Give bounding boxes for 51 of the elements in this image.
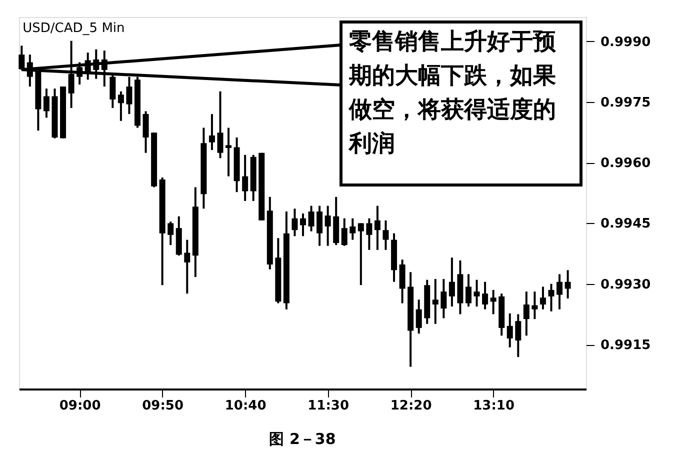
y-tick-label: 0.9960 bbox=[600, 156, 651, 172]
candlestick bbox=[374, 204, 380, 251]
candlestick bbox=[523, 290, 530, 337]
candlestick bbox=[118, 90, 124, 122]
candlestick bbox=[308, 204, 314, 232]
candlestick bbox=[532, 290, 538, 320]
annotation: 零售销售上升好于预期的大幅下跌，如果做空，将获得适度的利润 bbox=[348, 29, 556, 157]
candlestick bbox=[466, 273, 472, 308]
x-tick-label: 10:40 bbox=[224, 398, 266, 414]
candlestick bbox=[292, 208, 298, 238]
candlestick bbox=[448, 256, 455, 308]
candlestick bbox=[300, 212, 306, 238]
candlestick bbox=[341, 217, 348, 247]
y-tick-label: 0.9945 bbox=[600, 216, 651, 232]
candlestick bbox=[324, 204, 331, 247]
y-tick-label: 0.9990 bbox=[600, 34, 651, 50]
candlestick bbox=[506, 312, 513, 348]
candlestick bbox=[43, 88, 50, 119]
y-tick-label: 0.9975 bbox=[600, 95, 651, 110]
candlestick bbox=[416, 298, 422, 335]
candlestick bbox=[515, 313, 522, 358]
candlestick bbox=[142, 110, 149, 154]
x-tick-label: 09:00 bbox=[59, 398, 101, 414]
x-tick-label: 13:10 bbox=[473, 398, 515, 414]
candlestick bbox=[358, 222, 364, 286]
candlestick bbox=[366, 217, 372, 251]
candlestick bbox=[440, 278, 447, 320]
x-tick-label: 12:20 bbox=[390, 398, 432, 414]
chart-title: USD/CAD_5 Min bbox=[22, 21, 125, 36]
candlestick bbox=[474, 278, 480, 308]
candlestick bbox=[432, 278, 438, 325]
candlestick bbox=[184, 238, 190, 295]
candlestick bbox=[168, 220, 174, 246]
candlestick bbox=[217, 90, 224, 160]
candlestick bbox=[382, 219, 389, 251]
candlestick bbox=[226, 126, 232, 178]
candlestick bbox=[548, 282, 554, 312]
x-tick-label: 11:30 bbox=[308, 398, 350, 414]
candlestick bbox=[482, 280, 488, 310]
candlestick bbox=[540, 286, 546, 310]
candlestick bbox=[564, 269, 571, 300]
candlestick bbox=[490, 288, 496, 316]
candlestick bbox=[316, 204, 323, 247]
candlestick bbox=[242, 154, 248, 202]
y-tick-label: 0.9930 bbox=[600, 277, 651, 292]
candlestick bbox=[556, 273, 563, 310]
candlestick bbox=[208, 113, 215, 152]
x-tick-label: 09:50 bbox=[142, 398, 184, 414]
candlestick bbox=[350, 217, 356, 241]
y-tick-label: 0.9915 bbox=[600, 338, 651, 354]
caption: 图 2－38 bbox=[269, 430, 336, 448]
